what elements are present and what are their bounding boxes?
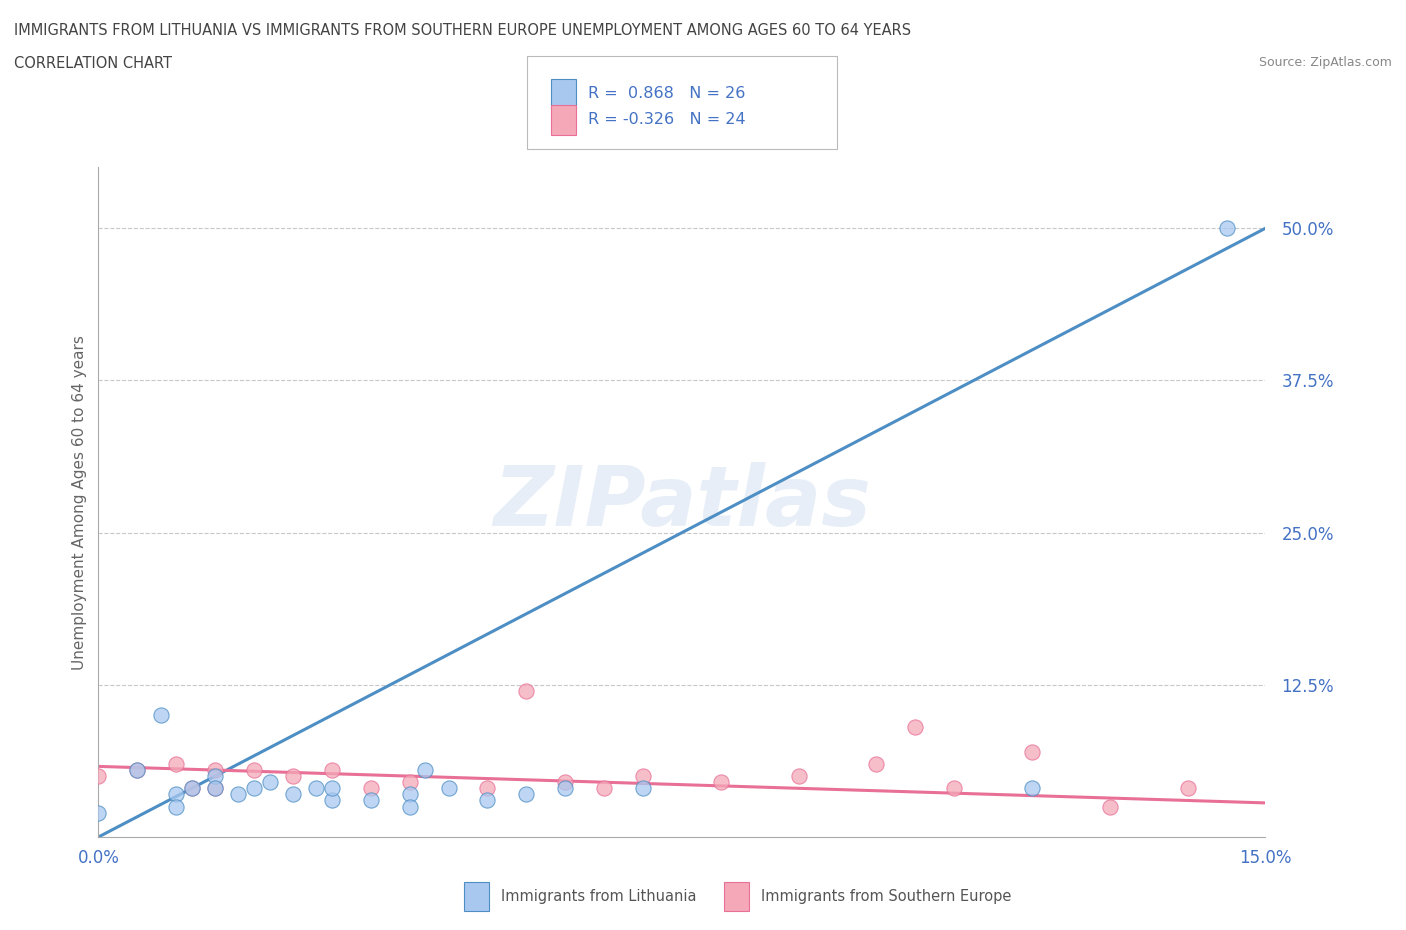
Point (1021, 744, 1043, 759)
Point (631, 781, 654, 796)
Point (305, 781, 328, 796)
Point (515, 787, 537, 802)
Point (398, 799, 420, 814)
Text: ZIPatlas: ZIPatlas (494, 461, 870, 543)
Point (204, 781, 226, 796)
Point (631, 769, 654, 784)
Point (1098, 799, 1121, 814)
Point (87, 769, 110, 784)
Point (321, 763, 343, 777)
Point (165, 756, 187, 771)
Point (281, 787, 304, 802)
Point (243, 763, 266, 777)
Point (149, 708, 172, 723)
Text: IMMIGRANTS FROM LITHUANIA VS IMMIGRANTS FROM SOUTHERN EUROPE UNEMPLOYMENT AMONG : IMMIGRANTS FROM LITHUANIA VS IMMIGRANTS … (14, 23, 911, 38)
Text: R =  0.868   N = 26: R = 0.868 N = 26 (588, 86, 745, 100)
Point (165, 799, 187, 814)
Point (204, 769, 226, 784)
Point (904, 720, 927, 735)
Point (204, 763, 226, 777)
Text: R = -0.326   N = 24: R = -0.326 N = 24 (588, 113, 745, 127)
Point (477, 793, 499, 808)
Point (865, 756, 887, 771)
Point (259, 775, 281, 790)
Point (228, 787, 250, 802)
Point (1177, 781, 1199, 796)
Text: Immigrants from Lithuania: Immigrants from Lithuania (501, 889, 696, 904)
Point (360, 781, 382, 796)
Point (413, 763, 436, 777)
Point (321, 793, 343, 808)
Point (180, 781, 202, 796)
Point (165, 787, 187, 802)
Point (281, 769, 304, 784)
Point (554, 775, 576, 790)
Point (204, 781, 226, 796)
Point (710, 775, 733, 790)
Point (360, 793, 382, 808)
Point (1021, 781, 1043, 796)
Point (593, 781, 616, 796)
Point (515, 684, 537, 698)
Point (87, 805, 110, 820)
Point (554, 781, 576, 796)
Text: Source: ZipAtlas.com: Source: ZipAtlas.com (1258, 56, 1392, 69)
Point (243, 781, 266, 796)
Point (127, 763, 149, 777)
Point (321, 781, 343, 796)
Point (943, 781, 966, 796)
Text: Immigrants from Southern Europe: Immigrants from Southern Europe (761, 889, 1011, 904)
Point (787, 769, 810, 784)
Point (127, 763, 149, 777)
Point (398, 787, 420, 802)
Y-axis label: Unemployment Among Ages 60 to 64 years: Unemployment Among Ages 60 to 64 years (72, 335, 87, 670)
Point (1215, 220, 1237, 235)
Point (398, 775, 420, 790)
Point (437, 781, 460, 796)
Point (180, 781, 202, 796)
Text: CORRELATION CHART: CORRELATION CHART (14, 56, 172, 71)
Point (477, 781, 499, 796)
